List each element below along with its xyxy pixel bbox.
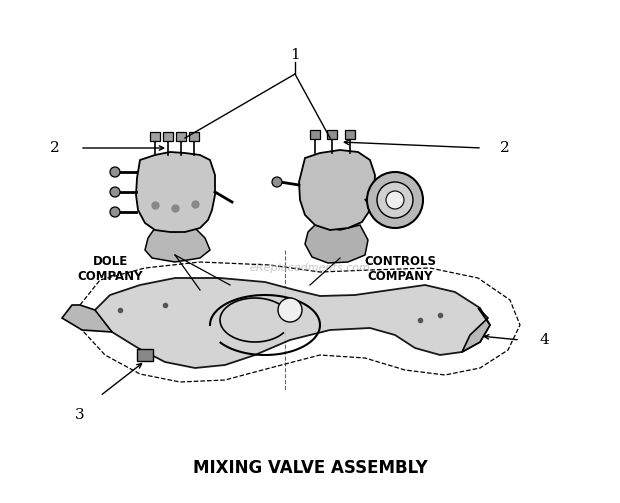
Polygon shape: [95, 278, 490, 368]
Text: eReplacedments.com: eReplacedments.com: [250, 263, 370, 273]
Polygon shape: [327, 130, 337, 139]
Circle shape: [367, 172, 423, 228]
Text: 1: 1: [290, 48, 300, 62]
Polygon shape: [145, 228, 210, 262]
Circle shape: [272, 177, 282, 187]
Text: CONTROLS
COMPANY: CONTROLS COMPANY: [364, 255, 436, 283]
Polygon shape: [462, 308, 490, 352]
Polygon shape: [62, 305, 112, 332]
Text: MIXING VALVE ASSEMBLY: MIXING VALVE ASSEMBLY: [193, 459, 427, 477]
Text: 3: 3: [75, 408, 85, 422]
Polygon shape: [299, 150, 375, 230]
Circle shape: [386, 191, 404, 209]
Polygon shape: [176, 132, 186, 141]
Circle shape: [377, 182, 413, 218]
Polygon shape: [189, 132, 199, 141]
Polygon shape: [137, 349, 153, 361]
Polygon shape: [345, 130, 355, 139]
Polygon shape: [136, 152, 215, 232]
Text: 2: 2: [50, 141, 60, 155]
Polygon shape: [305, 225, 368, 263]
Text: 2: 2: [500, 141, 510, 155]
Circle shape: [110, 207, 120, 217]
Text: DOLE
COMPANY: DOLE COMPANY: [78, 255, 143, 283]
Polygon shape: [150, 132, 160, 141]
Polygon shape: [310, 130, 320, 139]
Text: 4: 4: [540, 333, 550, 347]
Circle shape: [278, 298, 302, 322]
Polygon shape: [163, 132, 173, 141]
Circle shape: [110, 167, 120, 177]
Circle shape: [110, 187, 120, 197]
